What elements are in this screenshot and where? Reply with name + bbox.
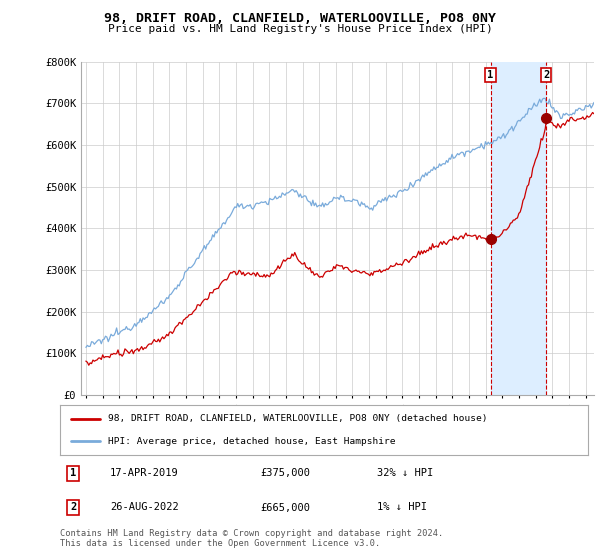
Text: HPI: Average price, detached house, East Hampshire: HPI: Average price, detached house, East…	[107, 437, 395, 446]
Text: Contains HM Land Registry data © Crown copyright and database right 2024.
This d: Contains HM Land Registry data © Crown c…	[60, 529, 443, 548]
Text: 1: 1	[487, 70, 494, 80]
Text: 98, DRIFT ROAD, CLANFIELD, WATERLOOVILLE, PO8 0NY (detached house): 98, DRIFT ROAD, CLANFIELD, WATERLOOVILLE…	[107, 414, 487, 423]
Text: Price paid vs. HM Land Registry's House Price Index (HPI): Price paid vs. HM Land Registry's House …	[107, 24, 493, 34]
Text: 1% ↓ HPI: 1% ↓ HPI	[377, 502, 427, 512]
Text: 1: 1	[70, 468, 76, 478]
Bar	[491, 62, 546, 395]
Text: 26-AUG-2022: 26-AUG-2022	[110, 502, 179, 512]
Text: £665,000: £665,000	[260, 502, 311, 512]
Text: 2: 2	[70, 502, 76, 512]
Text: £375,000: £375,000	[260, 468, 311, 478]
Text: 17-APR-2019: 17-APR-2019	[110, 468, 179, 478]
Text: 2: 2	[543, 70, 550, 80]
Text: 32% ↓ HPI: 32% ↓ HPI	[377, 468, 433, 478]
Text: 98, DRIFT ROAD, CLANFIELD, WATERLOOVILLE, PO8 0NY: 98, DRIFT ROAD, CLANFIELD, WATERLOOVILLE…	[104, 12, 496, 25]
